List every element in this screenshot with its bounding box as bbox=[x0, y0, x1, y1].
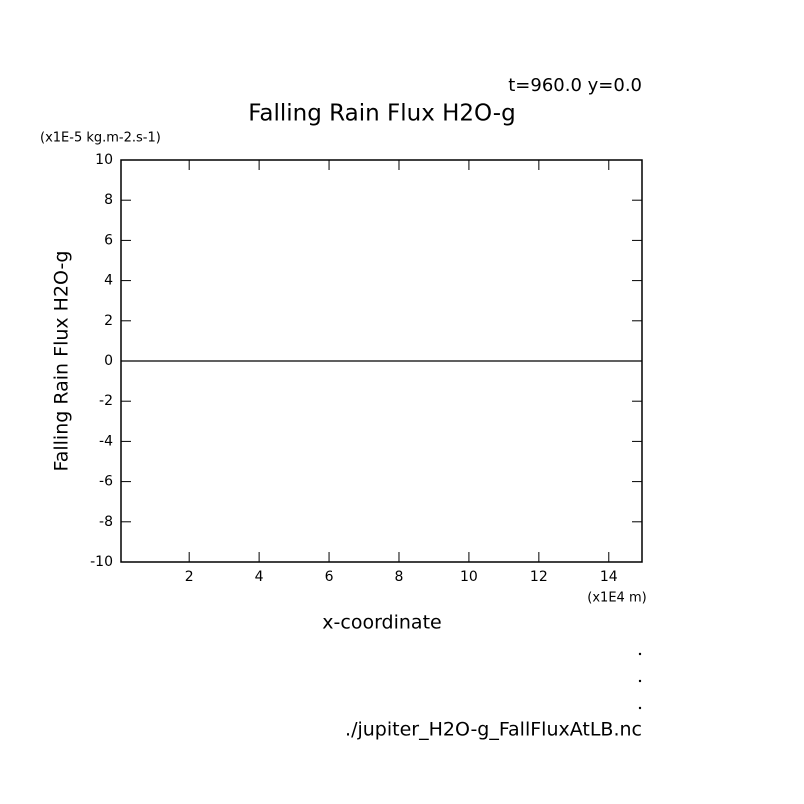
y-tick-label: -4 bbox=[99, 433, 113, 449]
y-tick-label: -10 bbox=[90, 554, 113, 570]
x-tick-label: 14 bbox=[600, 569, 618, 585]
x-axis-label: x-coordinate bbox=[322, 612, 441, 634]
y-tick-label: 10 bbox=[95, 152, 113, 168]
y-tick-label: 0 bbox=[104, 353, 113, 369]
dot bbox=[638, 706, 642, 710]
x-tick-label: 8 bbox=[395, 569, 404, 585]
subtitle: t=960.0 y=0.0 bbox=[508, 75, 642, 96]
footer: ./jupiter_H2O-g_FallFluxAtLB.nc bbox=[345, 719, 642, 741]
dot bbox=[638, 679, 642, 683]
y-tick-label: -2 bbox=[99, 393, 113, 409]
chart-title: Falling Rain Flux H2O-g bbox=[248, 101, 515, 127]
y-tick-label: 6 bbox=[104, 232, 113, 248]
x-unit: (x1E4 m) bbox=[587, 591, 646, 606]
x-tick-label: 4 bbox=[255, 569, 264, 585]
x-tick-label: 2 bbox=[185, 569, 194, 585]
x-tick-label: 6 bbox=[325, 569, 334, 585]
y-tick-label: 2 bbox=[104, 313, 113, 329]
y-tick-label: 4 bbox=[104, 273, 113, 289]
x-tick-label: 10 bbox=[460, 569, 478, 585]
y-tick-label: -6 bbox=[99, 474, 113, 490]
y-tick-label: -8 bbox=[99, 514, 113, 530]
x-tick-label: 12 bbox=[530, 569, 548, 585]
dot bbox=[638, 652, 642, 656]
y-tick-label: 8 bbox=[104, 192, 113, 208]
y-unit: (x1E-5 kg.m-2.s-1) bbox=[40, 131, 161, 146]
y-axis-label: Falling Rain Flux H2O-g bbox=[51, 251, 73, 472]
